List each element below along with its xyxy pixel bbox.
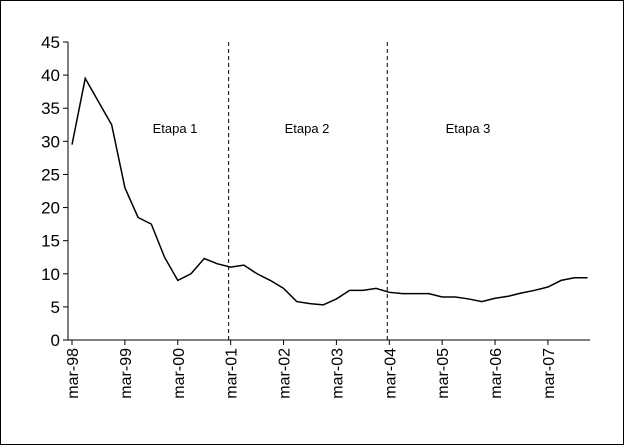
x-tick-label: mar-03	[329, 348, 346, 399]
x-tick-label: mar-07	[541, 348, 558, 399]
data-line	[71, 76, 588, 306]
y-tick-label: 15	[41, 232, 60, 251]
y-tick-label: 35	[41, 99, 60, 118]
y-tick-label: 25	[41, 165, 60, 184]
x-tick-label: mar-02	[277, 348, 294, 399]
x-tick-label: mar-01	[224, 348, 241, 399]
x-tick-label: mar-99	[118, 348, 135, 399]
y-tick-label: 20	[41, 199, 60, 218]
x-tick-label: mar-06	[488, 348, 505, 399]
x-tick-label: mar-98	[65, 348, 82, 399]
y-tick-label: 10	[41, 265, 60, 284]
y-tick-label: 45	[41, 33, 60, 52]
y-tick-label: 30	[41, 132, 60, 151]
y-tick-label: 0	[51, 331, 60, 350]
x-tick-label: mar-05	[435, 348, 452, 399]
x-tick-label: mar-04	[382, 348, 399, 399]
x-tick-label: mar-00	[171, 348, 188, 399]
annotation: Etapa 2	[285, 121, 330, 136]
y-tick-label: 5	[51, 298, 60, 317]
annotation: Etapa 3	[446, 121, 491, 136]
annotation: Etapa 1	[153, 121, 198, 136]
y-tick-label: 40	[41, 66, 60, 85]
